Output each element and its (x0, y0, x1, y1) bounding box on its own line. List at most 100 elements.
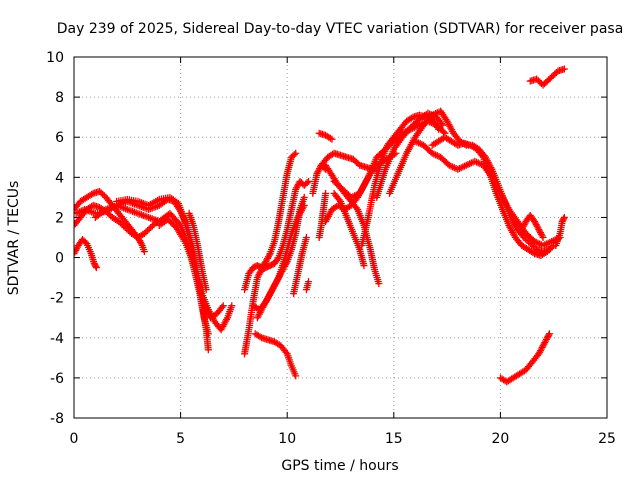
data-point (300, 193, 308, 201)
series-arc-24 (358, 111, 443, 250)
series-arc-15 (302, 278, 313, 294)
data-point (322, 189, 330, 197)
x-tick-label: 0 (70, 431, 79, 447)
series-arc-29 (518, 211, 547, 241)
data-point (274, 255, 282, 263)
data-point (140, 248, 148, 256)
y-tick-label: 2 (55, 210, 64, 226)
series-arc-31 (526, 65, 568, 89)
data-point (92, 264, 100, 272)
data-point (282, 348, 290, 356)
data-point (407, 114, 415, 122)
data-point (438, 120, 446, 128)
data-point (303, 179, 311, 187)
data-point (545, 246, 553, 254)
series-arc-32 (496, 330, 553, 386)
data-point (439, 121, 447, 129)
data-point (302, 234, 310, 241)
data-point (478, 152, 486, 160)
series-arc-07 (155, 215, 227, 322)
x-tick-label: 15 (385, 431, 403, 447)
data-point (305, 278, 313, 286)
data-point (349, 155, 357, 163)
data-point (375, 280, 383, 288)
data-point (560, 213, 568, 221)
data-point (204, 330, 212, 338)
data-point (97, 189, 105, 197)
data-point (545, 331, 553, 339)
series-arc-10 (241, 149, 300, 294)
data-point (115, 217, 123, 225)
data-point (218, 303, 226, 311)
series-arc-28 (411, 137, 564, 250)
data-point (96, 187, 104, 195)
x-axis-label: GPS time / hours (281, 458, 398, 474)
data-point (123, 225, 131, 233)
series-arc-30 (552, 213, 568, 250)
data-point (148, 222, 156, 230)
data-point (545, 330, 553, 338)
series-arc-18 (315, 189, 330, 241)
data-point (121, 223, 129, 231)
series-arc-17 (315, 129, 336, 143)
data-point (147, 223, 155, 231)
data-point (124, 226, 132, 234)
data-point (116, 219, 124, 227)
data-point (352, 204, 360, 212)
y-tick-label: -6 (50, 371, 64, 387)
data-point (548, 73, 556, 81)
data-point (528, 241, 536, 249)
data-point (547, 245, 555, 253)
data-point (99, 190, 107, 198)
chart-title: Day 239 of 2025, Sidereal Day-to-day VTE… (57, 21, 624, 37)
data-point (560, 215, 568, 223)
data-point (256, 333, 264, 341)
y-tick-label: -4 (50, 331, 64, 347)
data-point (434, 124, 442, 132)
data-point (142, 228, 150, 236)
data-point (560, 65, 568, 73)
y-tick-label: 0 (55, 251, 64, 267)
data-point (144, 226, 152, 234)
series-arc-20 (322, 161, 383, 288)
y-tick-label: 8 (55, 90, 64, 106)
series-arc-03 (74, 201, 161, 241)
series-arc-13 (249, 201, 308, 314)
data-point (335, 196, 343, 204)
data-point (529, 249, 537, 257)
data-point (351, 157, 359, 165)
data-point (352, 158, 360, 166)
data-point (435, 125, 443, 133)
data-point (326, 134, 334, 142)
data-point (137, 240, 145, 248)
x-tick-label: 5 (176, 431, 185, 447)
data-point (534, 77, 542, 85)
data-point (539, 234, 547, 241)
data-points (74, 65, 568, 386)
data-point (219, 302, 227, 310)
data-point (140, 229, 148, 237)
x-tick-label: 10 (278, 431, 296, 447)
x-tick-label: 25 (598, 431, 616, 447)
data-point (92, 262, 100, 270)
series-arc-08 (185, 209, 210, 294)
data-point (520, 234, 528, 241)
data-point (305, 177, 313, 185)
data-point (175, 220, 183, 228)
data-point (543, 248, 551, 256)
y-tick-label: 6 (55, 130, 64, 146)
data-point (204, 346, 212, 354)
data-point (533, 75, 541, 83)
y-tick-label: -2 (50, 291, 64, 307)
data-point (549, 72, 557, 80)
data-point (120, 222, 128, 230)
y-tick-label: 4 (55, 170, 64, 186)
axis-ticks: 0 5 10 15 20 25 -8 -6 -4 -2 0 2 4 6 8 10 (46, 50, 616, 447)
data-point (525, 238, 533, 246)
data-point (300, 201, 308, 209)
x-tick-label: 20 (491, 431, 509, 447)
plot-frame (73, 56, 608, 419)
series-arc-01 (74, 236, 100, 272)
data-point (290, 151, 298, 159)
data-point (88, 190, 96, 198)
